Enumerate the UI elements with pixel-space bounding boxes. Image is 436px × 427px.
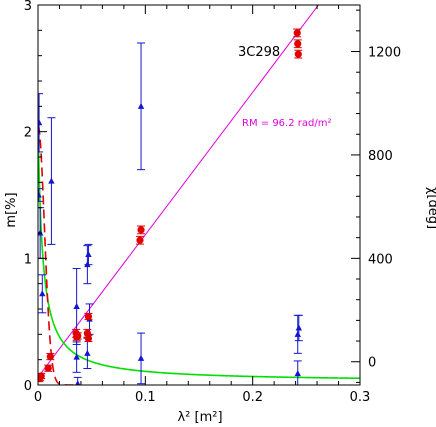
pol-fraction-point: [294, 370, 301, 377]
x-tick-label: 0.2: [242, 390, 263, 405]
rm-label: RM = 96.2 rad/m²: [242, 118, 331, 129]
dashed-model-curve: [38, 125, 76, 385]
y-axis-right-label: χ[deg]: [425, 187, 436, 229]
y-left-tick-label: 1: [24, 252, 32, 267]
x-tick-label: 0: [34, 390, 42, 405]
y-left-tick-label: 0: [24, 379, 32, 394]
pol-fraction-point: [73, 353, 80, 360]
pol-angle-point: [74, 332, 82, 340]
ticks: 0 0.1 0.2 0.3 0 1 2 3 0 400 800 1200: [24, 0, 401, 405]
pol-fraction-point: [294, 330, 301, 337]
pol-fraction-point: [75, 380, 81, 385]
pol-fraction-point: [85, 251, 92, 258]
pol-angle-point: [84, 312, 93, 321]
model-curves: [38, 5, 360, 385]
pol-fraction-point: [137, 102, 145, 109]
pol-fraction-point: [38, 119, 43, 126]
x-axis-label: λ² [m²]: [177, 410, 222, 425]
pol-angle-point: [136, 236, 144, 244]
pol-angle-point: [38, 372, 45, 380]
rm-fit-line: [40, 5, 320, 374]
pol-fraction-point: [73, 302, 80, 309]
pol-angle-point: [84, 334, 93, 343]
depolarization-model-curve: [38, 139, 360, 380]
data-points: [38, 28, 303, 385]
pol-fraction-point: [137, 354, 145, 361]
y-right-tick-label: 400: [368, 252, 393, 267]
pol-fraction-point: [39, 290, 46, 297]
pol-angle-point: [293, 29, 301, 37]
x-tick-label: 0.1: [135, 390, 156, 405]
pol-fraction-point: [295, 324, 303, 331]
pol-angle-point: [294, 50, 302, 58]
pol-angle-point: [137, 226, 145, 234]
pol-fraction-point: [48, 177, 55, 184]
pol-angle-point: [46, 352, 54, 361]
y-right-tick-label: 800: [368, 149, 393, 164]
y-right-tick-label: 0: [368, 356, 376, 371]
source-label: 3C298: [238, 45, 280, 60]
pol-fraction-point: [84, 349, 91, 356]
y-left-tick-label: 2: [24, 126, 32, 141]
pol-angle-point: [294, 40, 302, 48]
plot-frame: [37, 4, 361, 386]
pol-fraction-point: [38, 191, 42, 198]
y-right-tick-label: 1200: [368, 46, 401, 61]
y-left-tick-label: 3: [24, 0, 32, 14]
x-tick-label: 0.3: [350, 390, 371, 405]
y-axis-left-label: m[%]: [4, 192, 19, 227]
pol-angle-point: [44, 364, 52, 372]
